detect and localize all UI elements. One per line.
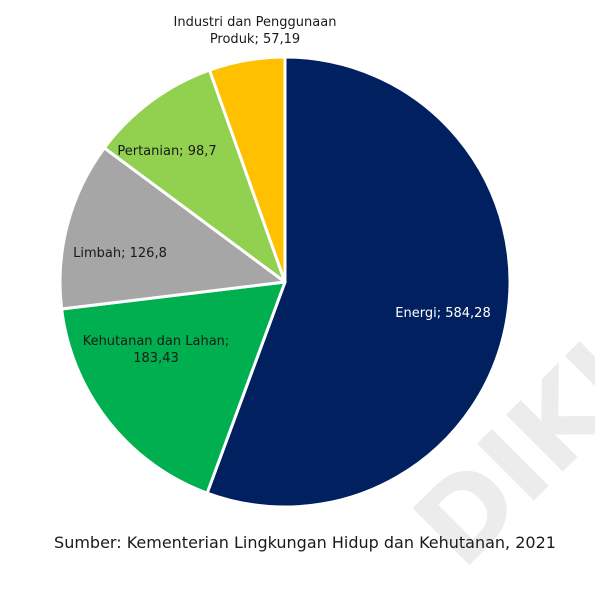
pie-slice-energi [205, 55, 512, 509]
pie-slice-industri-dan-penggunaan-produk [208, 55, 287, 284]
slice-label-kehutanan: Kehutanan dan Lahan; 183,43 [66, 333, 246, 367]
pie-slice-kehutanan-dan-lahan [60, 280, 287, 495]
slice-label-pertanian: Pertanian; 98,7 [112, 143, 222, 160]
slice-label-limbah-line-1: Limbah; 126,8 [73, 246, 167, 261]
slice-label-kehutanan-line-2: 183,43 [133, 351, 179, 366]
slice-label-limbah: Limbah; 126,8 [60, 245, 180, 262]
pie-chart: DIKUTIP Energi; 584,28 Kehutanan dan Lah… [54, 14, 595, 591]
slice-label-pertanian-line-1: Pertanian; 98,7 [117, 144, 217, 159]
slice-label-industri-line-1: Industri dan Penggunaan [173, 15, 337, 30]
pie-slice-pertanian [102, 68, 287, 284]
source-note: Sumber: Kementerian Lingkungan Hidup dan… [54, 533, 556, 552]
slice-label-energi: Energi; 584,28 [368, 305, 518, 322]
slice-label-energi-line-1: Energi; 584,28 [395, 306, 491, 321]
slice-label-industri: Industri dan Penggunaan Produk; 57,19 [135, 14, 375, 48]
slice-label-industri-line-2: Produk; 57,19 [209, 32, 301, 47]
pie-slice-limbah [58, 146, 287, 311]
slice-label-kehutanan-line-1: Kehutanan dan Lahan; [82, 334, 230, 349]
pie-chart-svg [58, 55, 512, 509]
